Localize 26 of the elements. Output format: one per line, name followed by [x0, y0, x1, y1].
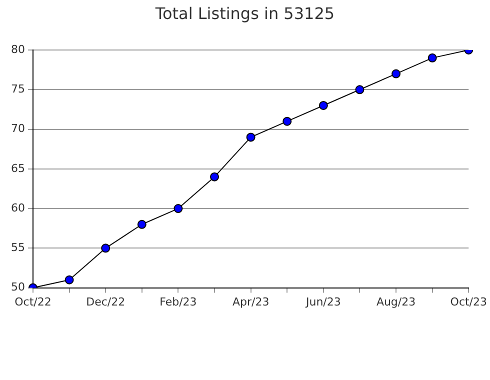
point	[428, 53, 437, 62]
point	[318, 100, 328, 110]
y-tick-label: 55	[10, 241, 25, 254]
y-tick-label: 75	[10, 82, 25, 96]
point	[137, 220, 146, 229]
point	[246, 132, 256, 142]
x-tick-label: Apr/23	[232, 295, 270, 308]
y-tick-label: 65	[10, 162, 25, 175]
x-tick-label: Oct/23	[450, 295, 488, 308]
point	[355, 85, 364, 94]
point	[101, 244, 110, 253]
chart-title: Total Listings in 53125	[154, 4, 336, 23]
point	[282, 116, 292, 126]
x-tick-label: Aug/23	[376, 295, 416, 308]
point	[392, 69, 401, 78]
y-tick-label: 70	[10, 122, 25, 136]
point	[210, 172, 220, 182]
x-tick-label: Feb/23	[160, 295, 197, 308]
point	[174, 204, 183, 214]
y-tick-label: 80	[10, 42, 25, 56]
y-tick-label: 60	[10, 201, 25, 214]
x-tick-label: Jun/23	[304, 295, 341, 308]
x-tick-label: Oct/22	[14, 295, 52, 308]
point	[64, 275, 74, 284]
x-tick-label: Dec/22	[86, 295, 126, 308]
y-tick-label: 50	[10, 280, 25, 294]
